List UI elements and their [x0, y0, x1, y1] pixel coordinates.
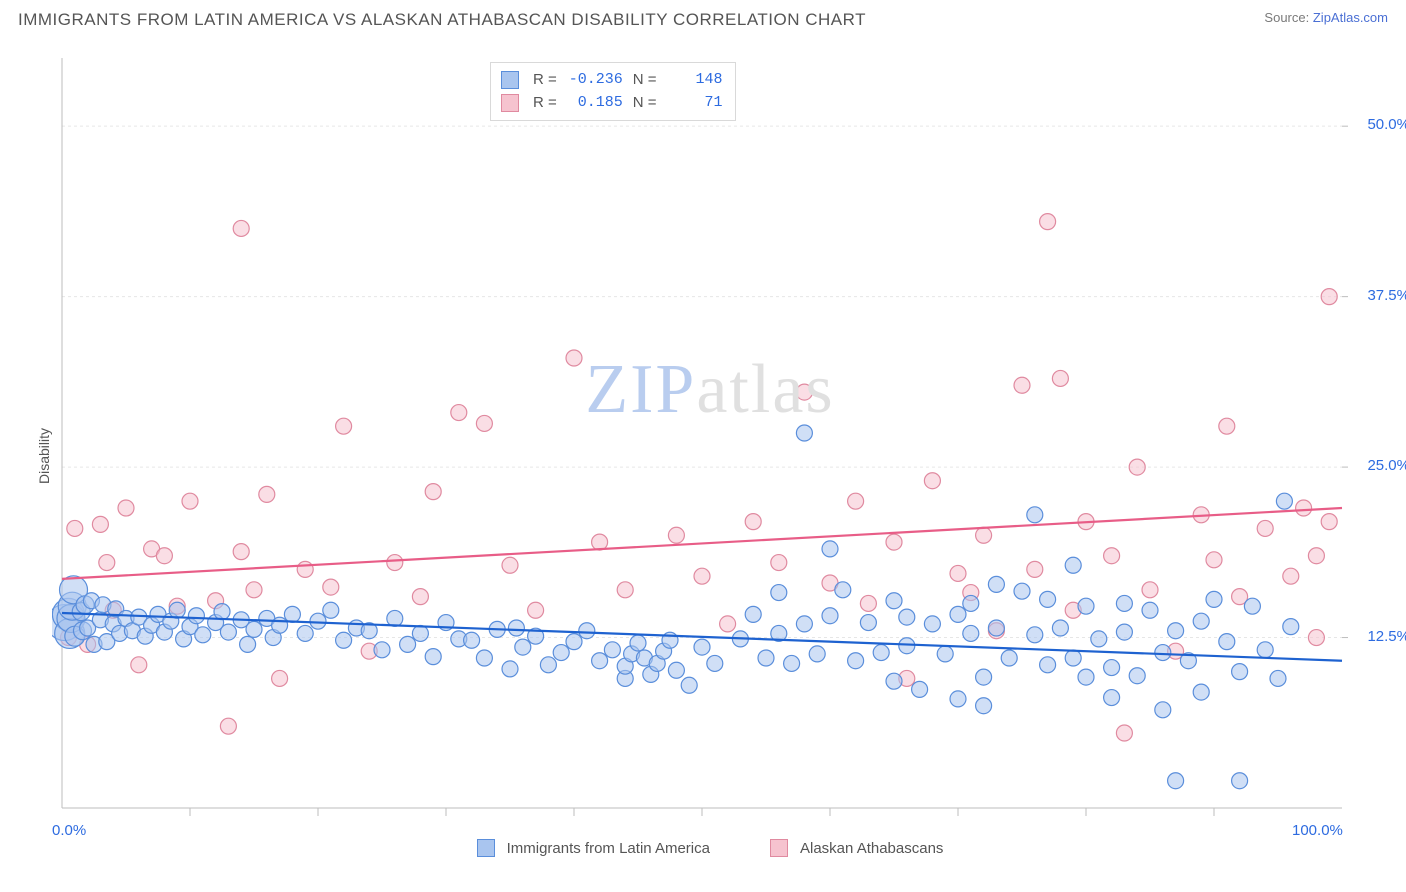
correlation-stats-box: R = -0.236 N = 148 R = 0.185 N = 71 — [490, 62, 736, 121]
scatter-plot — [52, 48, 1352, 818]
source-label: Source: — [1264, 10, 1309, 25]
n-label: N = — [633, 69, 657, 92]
r-label: R = — [533, 92, 557, 115]
swatch-athabascan — [501, 94, 519, 112]
y-tick-label: 50.0% — [1350, 116, 1406, 133]
n-value-athabascan: 71 — [667, 92, 723, 115]
r-value-athabascan: 0.185 — [567, 92, 623, 115]
legend-swatch-athabascan — [770, 839, 788, 857]
n-label: N = — [633, 92, 657, 115]
legend-label-latin: Immigrants from Latin America — [507, 840, 710, 857]
y-tick-label: 25.0% — [1350, 457, 1406, 474]
x-tick-max: 100.0% — [1292, 822, 1343, 839]
r-value-latin: -0.236 — [567, 69, 623, 92]
stats-row-latin: R = -0.236 N = 148 — [501, 69, 723, 92]
source-attribution: Source: ZipAtlas.com — [1264, 10, 1388, 25]
chart-container: Disability ZIPatlas R = -0.236 N = 148 R… — [30, 48, 1390, 863]
chart-title: IMMIGRANTS FROM LATIN AMERICA VS ALASKAN… — [18, 10, 866, 30]
legend-item-athabascan: Alaskan Athabascans — [770, 839, 943, 857]
bottom-legend: Immigrants from Latin America Alaskan At… — [30, 839, 1390, 857]
source-link[interactable]: ZipAtlas.com — [1313, 10, 1388, 25]
legend-swatch-latin — [477, 839, 495, 857]
x-tick-min: 0.0% — [52, 822, 86, 839]
y-tick-label: 12.5% — [1350, 628, 1406, 645]
legend-label-athabascan: Alaskan Athabascans — [800, 840, 943, 857]
n-value-latin: 148 — [667, 69, 723, 92]
swatch-latin — [501, 71, 519, 89]
y-tick-label: 37.5% — [1350, 287, 1406, 304]
stats-row-athabascan: R = 0.185 N = 71 — [501, 92, 723, 115]
r-label: R = — [533, 69, 557, 92]
y-axis-label: Disability — [36, 427, 52, 483]
legend-item-latin: Immigrants from Latin America — [477, 839, 710, 857]
